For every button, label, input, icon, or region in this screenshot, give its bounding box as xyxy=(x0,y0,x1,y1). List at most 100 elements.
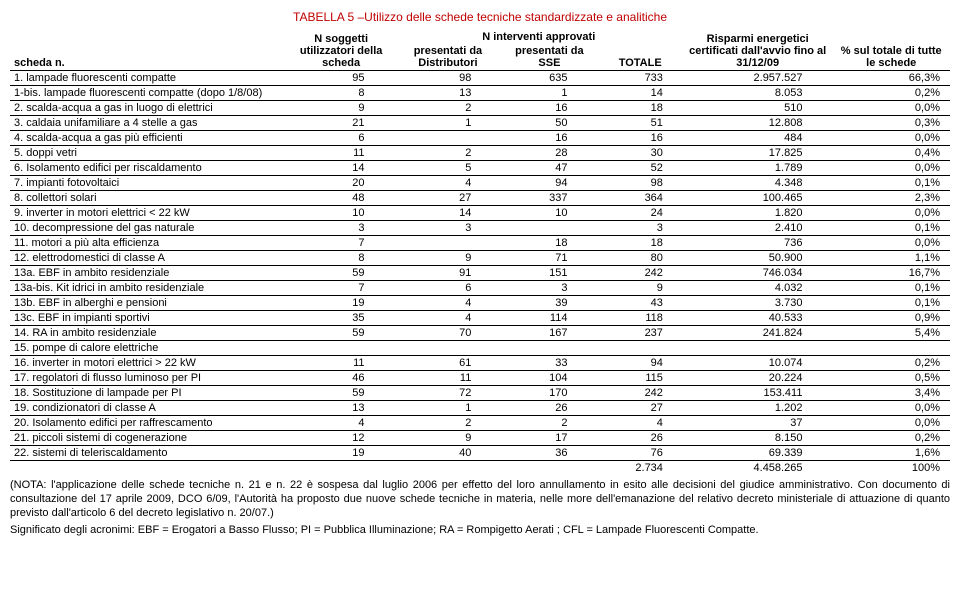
cell-c1: 21 xyxy=(288,116,395,131)
cell-c6: 0,2% xyxy=(832,86,950,101)
table-row: 10. decompressione del gas naturale3332.… xyxy=(10,221,950,236)
table-row: 13b. EBF in alberghi e pensioni19439433.… xyxy=(10,296,950,311)
cell-c5: 2.410 xyxy=(683,221,833,236)
cell-c3: 10 xyxy=(501,206,597,221)
cell-c6: 66,3% xyxy=(832,71,950,86)
footnote-2: Significato degli acronimi: EBF = Erogat… xyxy=(10,524,950,538)
cell-c3: 114 xyxy=(501,311,597,326)
cell-name: 20. Isolamento edifici per raffrescament… xyxy=(10,416,288,431)
cell-c5: 8.053 xyxy=(683,86,833,101)
cell-c2: 5 xyxy=(395,161,502,176)
cell-c1: 19 xyxy=(288,296,395,311)
cell-c3: 104 xyxy=(501,371,597,386)
table-row: 3. caldaia unifamiliare a 4 stelle a gas… xyxy=(10,116,950,131)
cell-c4: 237 xyxy=(597,326,682,341)
cell-name: 11. motori a più alta efficienza xyxy=(10,236,288,251)
cell-c6: 1,6% xyxy=(832,446,950,461)
cell-c2: 40 xyxy=(395,446,502,461)
cell-c4 xyxy=(597,341,682,356)
cell-c6: 16,7% xyxy=(832,266,950,281)
hdr-percento: % sul totale di tutte le schede xyxy=(832,30,950,71)
cell-c4: 27 xyxy=(597,401,682,416)
cell-name: 18. Sostituzione di lampade per PI xyxy=(10,386,288,401)
table-row: 15. pompe di calore elettriche xyxy=(10,341,950,356)
cell-c4: 76 xyxy=(597,446,682,461)
cell-c3: 94 xyxy=(501,176,597,191)
cell-c3: 167 xyxy=(501,326,597,341)
cell-c6: 2,3% xyxy=(832,191,950,206)
cell-c6: 0,0% xyxy=(832,131,950,146)
cell-c2: 2 xyxy=(395,416,502,431)
total-c4: 2.734 xyxy=(597,461,682,476)
cell-c5: 3.730 xyxy=(683,296,833,311)
cell-c3: 18 xyxy=(501,236,597,251)
cell-c2: 9 xyxy=(395,251,502,266)
cell-c1: 59 xyxy=(288,326,395,341)
table-row: 22. sistemi di teleriscaldamento19403676… xyxy=(10,446,950,461)
cell-c6: 0,2% xyxy=(832,356,950,371)
cell-c5: 1.789 xyxy=(683,161,833,176)
cell-c6: 0,3% xyxy=(832,116,950,131)
cell-c1: 12 xyxy=(288,431,395,446)
cell-c4: 733 xyxy=(597,71,682,86)
table-row: 9. inverter in motori elettrici < 22 kW1… xyxy=(10,206,950,221)
cell-c6: 0,0% xyxy=(832,416,950,431)
cell-c6: 0,0% xyxy=(832,101,950,116)
cell-c5: 20.224 xyxy=(683,371,833,386)
cell-c3: 33 xyxy=(501,356,597,371)
cell-c1: 59 xyxy=(288,386,395,401)
cell-c4: 26 xyxy=(597,431,682,446)
cell-c2 xyxy=(395,131,502,146)
table-row: 13c. EBF in impianti sportivi35411411840… xyxy=(10,311,950,326)
cell-c4: 118 xyxy=(597,311,682,326)
cell-c6: 0,0% xyxy=(832,161,950,176)
table-row: 19. condizionatori di classe A13126271.2… xyxy=(10,401,950,416)
cell-c6: 3,4% xyxy=(832,386,950,401)
cell-c3: 47 xyxy=(501,161,597,176)
cell-c4: 16 xyxy=(597,131,682,146)
cell-c5 xyxy=(683,341,833,356)
cell-name: 1. lampade fluorescenti compatte xyxy=(10,71,288,86)
cell-c6: 0,2% xyxy=(832,431,950,446)
table-row: 13a-bis. Kit idrici in ambito residenzia… xyxy=(10,281,950,296)
cell-c4: 4 xyxy=(597,416,682,431)
cell-c5: 1.202 xyxy=(683,401,833,416)
cell-name: 8. collettori solari xyxy=(10,191,288,206)
table-row: 16. inverter in motori elettrici > 22 kW… xyxy=(10,356,950,371)
cell-c2: 27 xyxy=(395,191,502,206)
table-row: 7. impianti fotovoltaici20494984.3480,1% xyxy=(10,176,950,191)
cell-c2: 4 xyxy=(395,296,502,311)
cell-name: 13c. EBF in impianti sportivi xyxy=(10,311,288,326)
cell-c6: 0,0% xyxy=(832,236,950,251)
table-title: TABELLA 5 –Utilizzo delle schede tecnich… xyxy=(10,10,950,24)
cell-c2: 9 xyxy=(395,431,502,446)
cell-c4: 364 xyxy=(597,191,682,206)
cell-c4: 115 xyxy=(597,371,682,386)
cell-c4: 98 xyxy=(597,176,682,191)
cell-c3: 16 xyxy=(501,101,597,116)
cell-c2: 72 xyxy=(395,386,502,401)
cell-name: 13a. EBF in ambito residenziale xyxy=(10,266,288,281)
cell-c1: 35 xyxy=(288,311,395,326)
cell-c5: 153.411 xyxy=(683,386,833,401)
cell-c4: 80 xyxy=(597,251,682,266)
cell-c1: 7 xyxy=(288,236,395,251)
cell-name: 22. sistemi di teleriscaldamento xyxy=(10,446,288,461)
cell-c3: 36 xyxy=(501,446,597,461)
cell-name: 15. pompe di calore elettriche xyxy=(10,341,288,356)
cell-c3: 170 xyxy=(501,386,597,401)
cell-c6: 0,9% xyxy=(832,311,950,326)
cell-c5: 736 xyxy=(683,236,833,251)
cell-c5: 8.150 xyxy=(683,431,833,446)
cell-c3: 39 xyxy=(501,296,597,311)
table-row: 20. Isolamento edifici per raffrescament… xyxy=(10,416,950,431)
cell-c4: 24 xyxy=(597,206,682,221)
cell-c2: 61 xyxy=(395,356,502,371)
cell-c3 xyxy=(501,221,597,236)
cell-c2: 4 xyxy=(395,311,502,326)
cell-c5: 746.034 xyxy=(683,266,833,281)
cell-c1: 95 xyxy=(288,71,395,86)
cell-c2: 91 xyxy=(395,266,502,281)
cell-name: 16. inverter in motori elettrici > 22 kW xyxy=(10,356,288,371)
cell-name: 7. impianti fotovoltaici xyxy=(10,176,288,191)
